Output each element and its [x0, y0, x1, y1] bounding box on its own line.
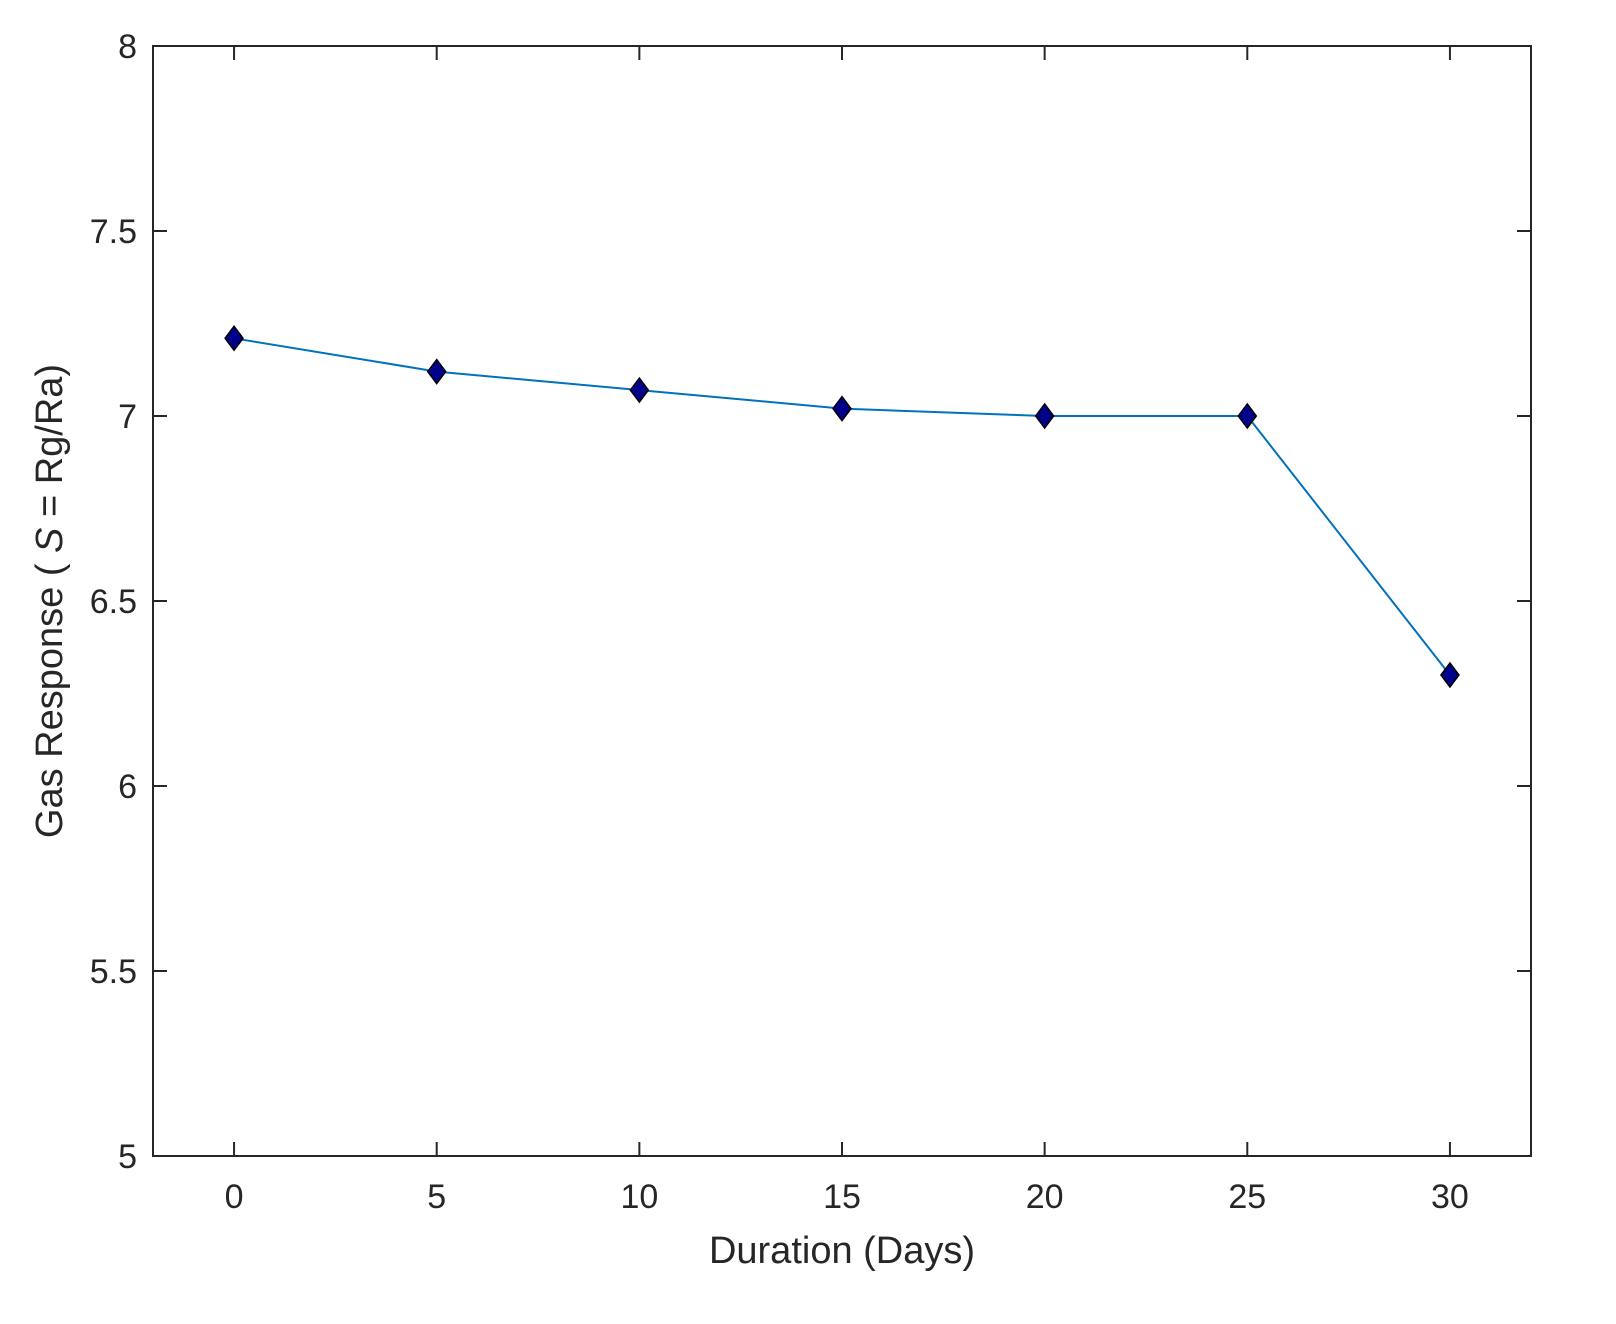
- x-tick-label: 10: [620, 1178, 658, 1216]
- y-axis-label-symbol: S: [29, 528, 71, 553]
- series-layer: [224, 325, 1460, 689]
- x-tick-label: 0: [225, 1178, 244, 1216]
- plot-area-frame: [152, 45, 1532, 1157]
- data-point-marker: [426, 358, 447, 385]
- axis-ticks: [153, 45, 1531, 1157]
- data-point-marker: [832, 395, 852, 422]
- data-point-marker: [224, 325, 244, 352]
- y-tick-label: 5.5: [90, 953, 137, 991]
- data-point-marker: [1237, 402, 1258, 430]
- data-point-marker: [1034, 402, 1055, 430]
- tick-labels: 0 5 10 15 20 25 30 5 5.5 6 6.5 7 7.5 8: [90, 28, 1469, 1216]
- data-point-marker: [1440, 661, 1460, 689]
- x-tick-label: 30: [1431, 1178, 1469, 1216]
- y-tick-label: 6: [118, 768, 137, 806]
- y-axis-label: Gas Response ( S = Rg/Ra): [29, 364, 71, 838]
- y-tick-label: 8: [118, 28, 137, 66]
- y-axis-label-prefix: Gas Response (: [29, 553, 71, 838]
- x-tick-label: 20: [1026, 1178, 1064, 1216]
- x-axis-label: Duration (Days): [709, 1230, 975, 1272]
- y-tick-label: 6.5: [90, 583, 137, 621]
- y-tick-label: 7.5: [90, 213, 137, 251]
- y-tick-label: 7: [118, 398, 137, 436]
- x-tick-label: 15: [823, 1178, 861, 1216]
- x-tick-label: 25: [1228, 1178, 1266, 1216]
- y-tick-label: 5: [118, 1138, 137, 1176]
- x-tick-label: 5: [427, 1178, 446, 1216]
- data-point-marker: [629, 376, 650, 404]
- y-axis-label-suffix: = Rg/Ra): [29, 364, 71, 528]
